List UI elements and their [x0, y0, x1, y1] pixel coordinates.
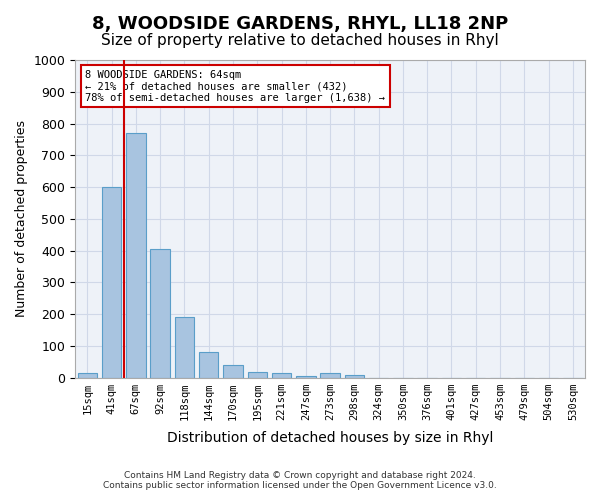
Bar: [175, 317, 194, 378]
Text: Contains HM Land Registry data © Crown copyright and database right 2024.
Contai: Contains HM Land Registry data © Crown c…: [103, 470, 497, 490]
Bar: [223, 365, 242, 378]
Y-axis label: Number of detached properties: Number of detached properties: [15, 120, 28, 318]
Text: Size of property relative to detached houses in Rhyl: Size of property relative to detached ho…: [101, 32, 499, 48]
Bar: [151, 249, 170, 378]
Text: 8, WOODSIDE GARDENS, RHYL, LL18 2NP: 8, WOODSIDE GARDENS, RHYL, LL18 2NP: [92, 15, 508, 33]
Bar: [77, 373, 97, 378]
Bar: [296, 376, 316, 378]
Bar: [344, 375, 364, 378]
Bar: [126, 133, 146, 378]
Bar: [248, 372, 267, 378]
Bar: [102, 187, 121, 378]
X-axis label: Distribution of detached houses by size in Rhyl: Distribution of detached houses by size …: [167, 431, 493, 445]
Text: 8 WOODSIDE GARDENS: 64sqm
← 21% of detached houses are smaller (432)
78% of semi: 8 WOODSIDE GARDENS: 64sqm ← 21% of detac…: [85, 70, 385, 102]
Bar: [199, 352, 218, 378]
Bar: [320, 374, 340, 378]
Bar: [272, 373, 291, 378]
